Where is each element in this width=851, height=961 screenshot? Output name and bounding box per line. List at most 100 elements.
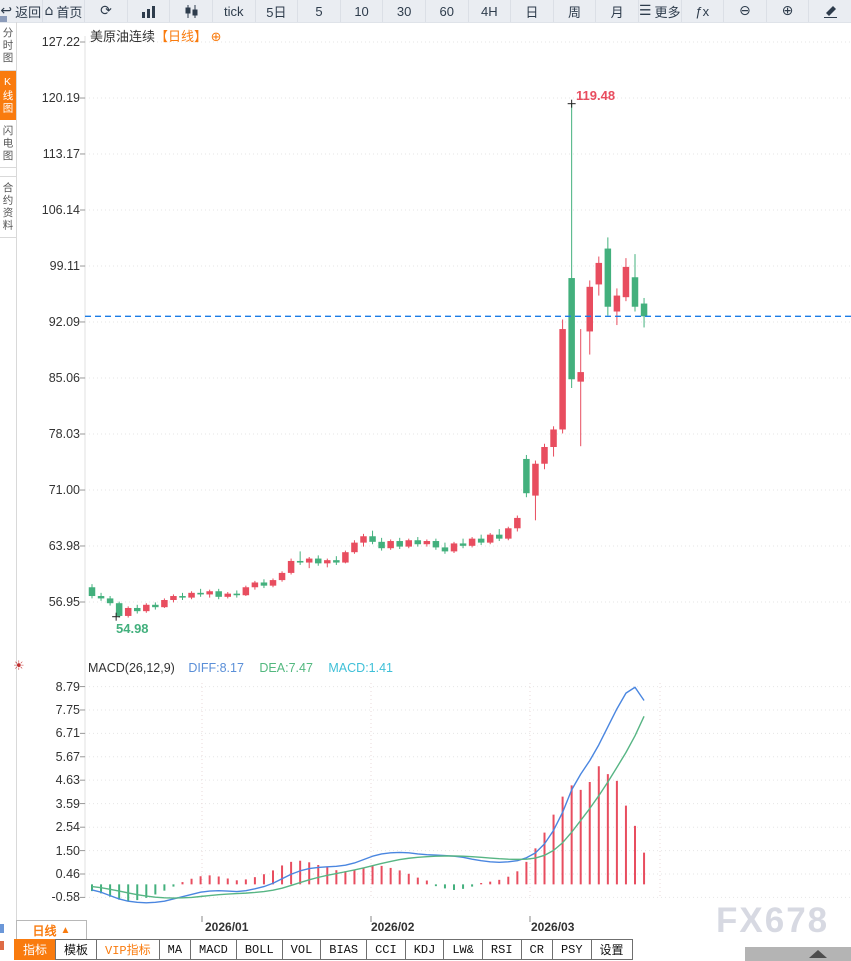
toolbar-item-period-60[interactable]: 60: [426, 0, 469, 22]
indicator-tab-CCI[interactable]: CCI: [366, 939, 406, 960]
candle-body: [242, 587, 250, 596]
candle-body: [414, 540, 422, 545]
toolbar-item-period-30[interactable]: 30: [383, 0, 426, 22]
date-axis-label: 2026/01: [205, 920, 249, 934]
sidebar-divider: [16, 22, 17, 921]
toolbar-item-draw[interactable]: [809, 0, 851, 22]
sidebar-item-分时图[interactable]: 分时图: [0, 22, 16, 71]
candle-body: [152, 604, 159, 608]
toolbar-item-period-10[interactable]: 10: [341, 0, 384, 22]
candle-body: [179, 596, 186, 598]
indicator-tab-RSI[interactable]: RSI: [481, 939, 522, 960]
toolbar-item-refresh[interactable]: ⟳: [85, 0, 128, 22]
toolbar-item-zoom-in[interactable]: ⊕: [767, 0, 810, 22]
candle-body: [423, 541, 431, 545]
macd-axis-label: 3.59: [55, 796, 80, 811]
scroll-strip[interactable]: [745, 947, 851, 961]
sidebar-item-active-K线图[interactable]: K线图: [0, 70, 16, 120]
candle-body: [315, 558, 322, 564]
candle-body: [486, 534, 494, 543]
price-axis-label: 99.11: [49, 259, 80, 274]
macd-axis-label: 0.46: [55, 867, 80, 881]
toolbar-item-indicator-fx[interactable]: ƒx: [682, 0, 725, 22]
macd-diff-line: [91, 686, 645, 904]
indicator-tab-模板[interactable]: 模板: [55, 939, 98, 960]
toolbar-item-zoom-out[interactable]: ⊖: [724, 0, 767, 22]
toolbar-item-label: 周: [568, 4, 582, 20]
candle-body: [559, 329, 566, 430]
candle-body: [541, 446, 548, 464]
candle-body: [124, 607, 132, 616]
indicator-tab-PSY[interactable]: PSY: [551, 939, 592, 960]
candle-body: [351, 542, 358, 553]
price-axis-label: 78.03: [48, 427, 80, 441]
candle-body: [405, 540, 412, 547]
candle-body: [197, 592, 204, 595]
candle-body: [305, 558, 313, 563]
indicator-tab-MACD[interactable]: MACD: [190, 939, 237, 960]
toolbar-item-tick[interactable]: tick: [213, 0, 256, 22]
toolbar-item-label: 60: [439, 3, 454, 19]
candle-body: [396, 541, 403, 547]
menu-icon: ☰: [638, 3, 652, 19]
edge-chip-blue: [0, 924, 4, 933]
candle-body: [224, 593, 231, 597]
candle-body: [115, 603, 123, 616]
candle-body: [523, 458, 530, 494]
indicator-tab-设置[interactable]: 设置: [590, 939, 633, 960]
candle-body: [432, 541, 440, 548]
indicator-tab-KDJ[interactable]: KDJ: [404, 939, 445, 960]
pencil-icon: [823, 4, 838, 18]
toolbar-item-period-4h[interactable]: 4H: [469, 0, 512, 22]
toolbar-item-period-day[interactable]: 日: [511, 0, 554, 22]
toolbar-item-label: 返回: [15, 4, 42, 20]
indicator-tab-VOL[interactable]: VOL: [281, 939, 322, 960]
candle-body: [631, 277, 639, 307]
toolbar-item-period-5[interactable]: 5: [298, 0, 341, 22]
high-price-annotation: 119.48: [576, 88, 616, 103]
indicator-tab-BIAS[interactable]: BIAS: [320, 939, 368, 960]
period-selector-tab[interactable]: 日线 ▲: [16, 920, 87, 941]
home-icon: ⌂: [44, 3, 54, 19]
candle-body: [251, 582, 259, 588]
candle-body: [468, 538, 476, 546]
toolbar-item-candlestick[interactable]: [170, 0, 213, 22]
toolbar-item-back[interactable]: ↩ 返回: [0, 0, 43, 22]
toolbar-item-period-week[interactable]: 周: [554, 0, 597, 22]
expand-icon[interactable]: ⊕: [210, 30, 222, 45]
indicator-tab-指标[interactable]: 指标: [14, 939, 57, 960]
candle-body: [134, 607, 141, 612]
sidebar-item-合约资料[interactable]: 合约资料: [0, 176, 16, 238]
indicator-tab-LW&[interactable]: LW&: [443, 939, 483, 960]
toolbar-item-home[interactable]: ⌂ 首页: [43, 0, 86, 22]
candle-body: [595, 262, 603, 285]
triangle-up-icon: ▲: [60, 925, 71, 936]
toolbar-item-more[interactable]: ☰ 更多: [639, 0, 682, 22]
price-axis-label: 113.17: [42, 146, 80, 161]
candle-body: [613, 295, 621, 312]
candle-body: [459, 543, 467, 546]
candle-body: [88, 587, 96, 597]
toolbar-item-period-month[interactable]: 月: [596, 0, 639, 22]
toolbar-item-label: 5日: [266, 4, 287, 20]
toolbar-item-bar-chart[interactable]: [128, 0, 171, 22]
indicator-settings-icon[interactable]: ☀: [13, 659, 25, 674]
indicator-tab-CR[interactable]: CR: [520, 939, 553, 960]
toolbar-item-label: 更多: [654, 4, 681, 20]
macd-formula: MACD(26,12,9): [88, 661, 175, 675]
scroll-up-icon: [809, 950, 827, 958]
toolbar-item-period-5d[interactable]: 5日: [256, 0, 299, 22]
symbol-name: 美原油连续: [90, 29, 156, 44]
fx678-watermark: FX678: [716, 901, 830, 940]
indicator-tab-VIP指标[interactable]: VIP指标: [96, 939, 160, 960]
indicator-tab-BOLL[interactable]: BOLL: [235, 939, 283, 960]
candle-body: [215, 591, 222, 597]
toolbar-item-label: tick: [224, 3, 244, 19]
sidebar-item-闪电图[interactable]: 闪电图: [0, 120, 16, 168]
candle-body: [170, 596, 177, 601]
candle-body: [568, 278, 575, 380]
indicator-tab-MA[interactable]: MA: [158, 939, 192, 960]
toolbar-item-label: 月: [610, 4, 624, 20]
back-arrow-icon: ↩: [0, 3, 13, 19]
